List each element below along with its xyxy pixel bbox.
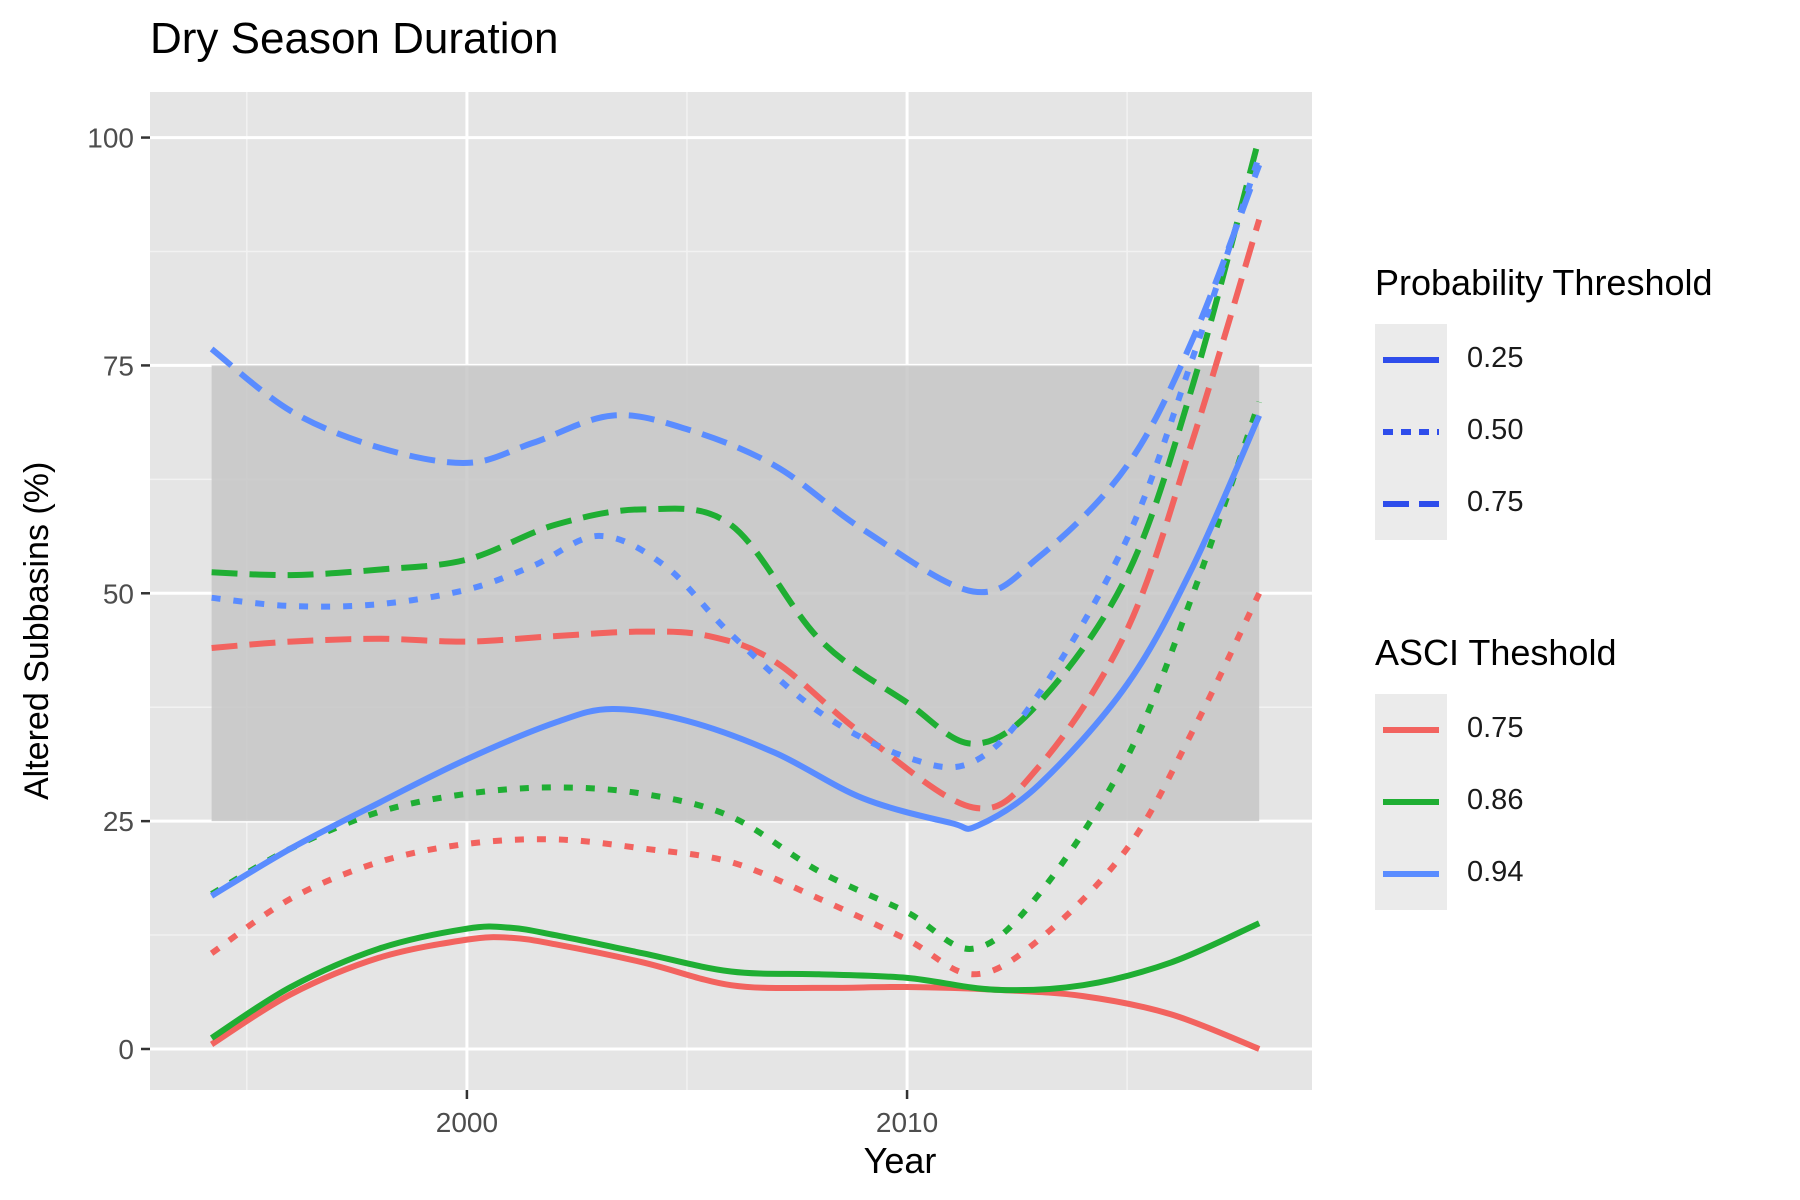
legend-item-label: 0.25 [1467, 342, 1524, 374]
series-line-asci-0.75-prob-0.75 [211, 218, 1263, 812]
legend-title-asci: ASCI Theshold [1375, 632, 1617, 673]
legend-item: 0.50 [1375, 396, 1523, 468]
legend-keys-probability: 0.25 0.50 0.75 [1375, 324, 1523, 540]
series-line-asci-0.94-prob-0.75 [209, 163, 1263, 596]
x-tick-label: 2000 [436, 1107, 498, 1138]
y-tick-label: 100 [87, 123, 134, 154]
legend-item: 0.86 [1375, 766, 1523, 838]
legend-item-label: 0.75 [1467, 712, 1524, 744]
plot-panel: 0 25 50 75 100 2000 2010 [87, 92, 1312, 1138]
series-line-asci-0.75-prob-0.25 [210, 934, 1261, 1052]
legend-asci-threshold: ASCI Theshold 0.75 0.86 0.94 [1375, 632, 1616, 910]
series-line-asci-0.86-prob-0.75 [211, 136, 1263, 747]
legend-probability-threshold: Probability Threshold 0.25 0.50 0.75 [1375, 262, 1713, 540]
y-tick-label: 50 [103, 578, 134, 609]
legend-item: 0.25 [1375, 324, 1523, 396]
y-tick-label: 0 [118, 1034, 134, 1065]
y-axis-label: Altered Subbasins (%) [18, 461, 56, 800]
x-axis-label: Year [863, 1140, 937, 1181]
legend-item-label: 0.94 [1467, 856, 1524, 888]
x-tick-label: 2010 [876, 1107, 938, 1138]
legend-key-swatch [1383, 429, 1439, 435]
chart-title: Dry Season Duration [150, 14, 559, 63]
legend-key-swatch [1383, 799, 1439, 805]
series-line-asci-0.75-prob-0.50 [209, 591, 1262, 978]
legend-item-label: 0.50 [1467, 414, 1524, 446]
legend-key-swatch [1383, 501, 1439, 507]
legend-key-swatch [1383, 871, 1439, 877]
y-tick-label: 75 [103, 350, 134, 381]
series-line-asci-0.86-prob-0.25 [209, 920, 1261, 1041]
legend-item-label: 0.75 [1467, 486, 1524, 518]
legend-item: 0.75 [1375, 468, 1523, 540]
legend-item: 0.94 [1375, 838, 1523, 910]
y-tick-label: 25 [103, 806, 134, 837]
legend-title-probability: Probability Threshold [1375, 262, 1713, 303]
legend-item-label: 0.86 [1467, 784, 1524, 816]
legend-keys-asci: 0.75 0.86 0.94 [1375, 694, 1523, 910]
legend-item: 0.75 [1375, 694, 1523, 766]
range-band [211, 365, 1260, 822]
series-line-asci-0.94-prob-0.25 [210, 414, 1262, 899]
legend-key-swatch [1383, 357, 1439, 363]
legend-key-swatch [1383, 727, 1439, 733]
